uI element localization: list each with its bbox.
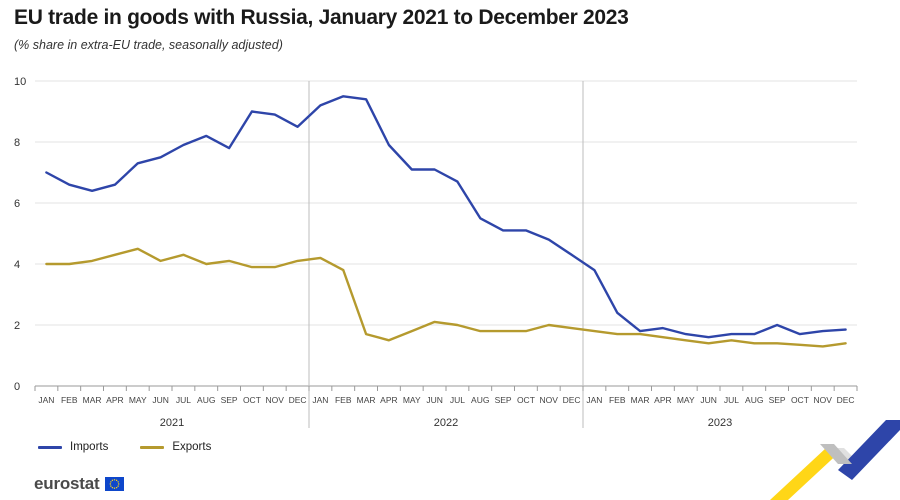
chart-title: EU trade in goods with Russia, January 2… — [14, 6, 629, 29]
legend-item-imports[interactable]: Imports — [38, 441, 108, 453]
series-line-exports — [45, 247, 847, 348]
x-tick-label: JAN — [312, 395, 328, 405]
legend-label-exports: Exports — [172, 441, 212, 453]
x-tick-label: DEC — [563, 395, 581, 405]
x-tick-label: NOV — [540, 395, 559, 405]
x-tick-label: SEP — [221, 395, 238, 405]
x-tick-label: DEC — [289, 395, 307, 405]
eurostat-wordmark: eurostat — [34, 474, 100, 493]
flag-star — [116, 486, 118, 489]
legend-swatch-exports — [140, 445, 165, 449]
x-tick-label: SEP — [769, 395, 786, 405]
x-tick-label: MAR — [631, 395, 650, 405]
chart-legend: Imports Exports — [38, 441, 229, 453]
y-tick-label: 4 — [14, 259, 20, 271]
flag-star — [110, 481, 113, 483]
flag-star — [117, 481, 120, 483]
x-tick-label: FEB — [609, 395, 626, 405]
y-tick-label: 0 — [14, 381, 20, 393]
legend-item-exports[interactable]: Exports — [140, 441, 211, 453]
x-tick-label: JUN — [152, 395, 169, 405]
x-tick-label: APR — [654, 395, 671, 405]
x-tick-label: APR — [106, 395, 123, 405]
x-tick-label: JAN — [38, 395, 54, 405]
flag-star — [114, 487, 116, 489]
series-line-imports — [45, 95, 847, 339]
eurostat-logo: eurostat — [34, 474, 125, 494]
flag-star — [110, 485, 113, 487]
x-tick-label: DEC — [837, 395, 855, 405]
x-tick-label: JUL — [724, 395, 739, 405]
flag-star — [110, 483, 112, 485]
x-tick-label: AUG — [471, 395, 489, 405]
x-tick-label: AUG — [745, 395, 763, 405]
eu-flag-icon — [105, 477, 125, 491]
x-tick-label: JUL — [176, 395, 191, 405]
year-label: 2023 — [708, 417, 732, 429]
x-tick-label: MAY — [129, 395, 147, 405]
flag-star — [118, 483, 120, 485]
flag-star — [117, 485, 120, 487]
x-tick-label: OCT — [243, 395, 261, 405]
flag-star — [112, 486, 114, 489]
corner-decoration-icon — [770, 420, 900, 500]
y-tick-label: 8 — [14, 137, 20, 149]
x-tick-label: MAY — [677, 395, 695, 405]
legend-swatch-imports — [38, 445, 62, 449]
x-tick-label: AUG — [197, 395, 215, 405]
flag-star — [114, 479, 116, 481]
x-tick-label: MAR — [357, 395, 376, 405]
x-tick-label: NOV — [266, 395, 285, 405]
x-tick-label: APR — [380, 395, 397, 405]
x-tick-label: FEB — [335, 395, 352, 405]
x-tick-label: MAR — [83, 395, 102, 405]
x-tick-label: MAY — [403, 395, 421, 405]
flag-star — [116, 479, 118, 482]
x-tick-label: JUN — [700, 395, 717, 405]
chart-subtitle: (% share in extra-EU trade, seasonally a… — [14, 38, 283, 52]
flag-star — [112, 479, 114, 482]
x-tick-label: JUL — [450, 395, 465, 405]
year-label: 2022 — [434, 417, 458, 429]
x-tick-label: JUN — [426, 395, 443, 405]
x-tick-label: OCT — [791, 395, 809, 405]
x-tick-label: OCT — [517, 395, 535, 405]
legend-label-imports: Imports — [70, 441, 109, 453]
x-tick-label: SEP — [495, 395, 512, 405]
y-tick-label: 10 — [14, 76, 26, 88]
y-tick-label: 6 — [14, 198, 20, 210]
x-tick-label: FEB — [61, 395, 78, 405]
year-label: 2021 — [160, 417, 184, 429]
x-tick-label: NOV — [814, 395, 833, 405]
x-tick-label: JAN — [586, 395, 602, 405]
y-tick-label: 2 — [14, 320, 20, 332]
